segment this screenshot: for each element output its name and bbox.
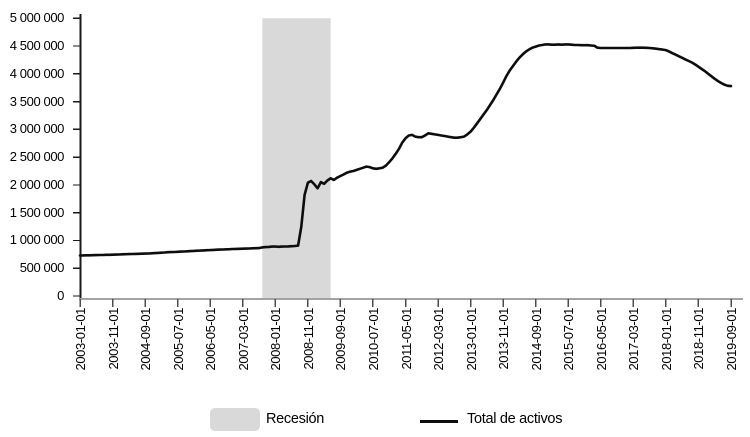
x-tick-label: 2018-11-01 — [691, 308, 707, 370]
line-legend-swatch — [420, 420, 458, 423]
x-tick-label: 2019-09-01 — [724, 308, 739, 371]
y-tick-label: 500 000 — [19, 260, 65, 276]
x-tick-label: 2016-05-01 — [593, 308, 609, 371]
x-tick-label: 2008-11-01 — [300, 308, 316, 370]
y-tick-label: 1 000 000 — [9, 232, 65, 248]
y-tick-label: 1 500 000 — [9, 204, 65, 220]
x-tick-label: 2013-11-01 — [496, 308, 512, 370]
y-tick-label: 0 — [57, 288, 64, 303]
x-tick-label: 2012-03-01 — [431, 308, 447, 371]
legend-label-recession: Recesión — [266, 411, 325, 427]
x-tick-label: 2003-01-01 — [73, 308, 88, 371]
legend-label-total-assets: Total de activos — [467, 411, 563, 427]
x-tick-label: 2010-07-01 — [365, 308, 381, 371]
y-tick-label: 3 500 000 — [9, 93, 65, 109]
x-tick-label: 2015-07-01 — [561, 308, 577, 371]
recession-legend-swatch — [210, 408, 260, 431]
y-tick-label: 2 000 000 — [9, 176, 65, 192]
x-tick-label: 2017-03-01 — [626, 308, 642, 371]
total-assets-line — [78, 43, 733, 257]
x-tick-label: 2007-03-01 — [235, 308, 251, 371]
x-tick-label: 2014-09-01 — [528, 308, 544, 371]
x-tick-label: 2011-05-01 — [398, 308, 414, 370]
y-tick-label: 2 500 000 — [9, 149, 65, 165]
y-tick-label: 4 000 000 — [9, 65, 65, 81]
x-tick-label: 2006-05-01 — [203, 308, 219, 371]
x-tick-label: 2003-11-01 — [105, 308, 121, 370]
x-tick-label: 2018-01-01 — [658, 308, 674, 371]
y-tick-label: 5 000 000 — [9, 10, 65, 26]
x-tick-label: 2008-01-01 — [268, 308, 284, 371]
recession-band — [262, 18, 331, 299]
y-tick-label: 3 000 000 — [9, 121, 65, 137]
x-tick-label: 2013-01-01 — [463, 308, 479, 371]
x-tick-label: 2009-09-01 — [333, 308, 349, 371]
y-tick-label: 4 500 000 — [9, 38, 65, 54]
x-tick-label: 2004-09-01 — [138, 308, 154, 371]
x-tick-label: 2005-07-01 — [170, 308, 186, 371]
